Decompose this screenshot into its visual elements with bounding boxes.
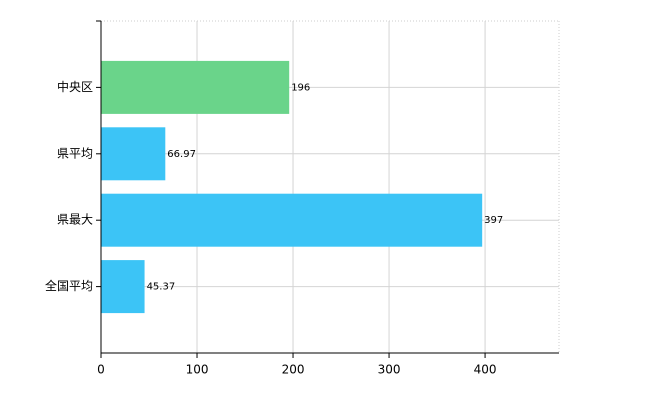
bar xyxy=(101,193,483,247)
x-tick-label: 200 xyxy=(282,363,305,377)
y-tick-label: 県平均 xyxy=(57,146,93,160)
x-tick-label: 100 xyxy=(186,363,209,377)
bar xyxy=(101,60,290,114)
value-label: 196 xyxy=(291,82,310,93)
y-tick-label: 中央区 xyxy=(57,79,93,94)
bar xyxy=(101,260,145,314)
bar xyxy=(101,127,166,181)
x-tick-label: 0 xyxy=(97,363,105,377)
value-label: 66.97 xyxy=(167,149,196,160)
x-tick-label: 400 xyxy=(474,363,497,377)
value-label: 45.37 xyxy=(147,282,176,293)
y-tick-label: 全国平均 xyxy=(45,278,93,293)
x-tick-label: 300 xyxy=(378,363,401,377)
value-label: 397 xyxy=(484,215,503,226)
y-tick-label: 県最大 xyxy=(57,213,93,227)
